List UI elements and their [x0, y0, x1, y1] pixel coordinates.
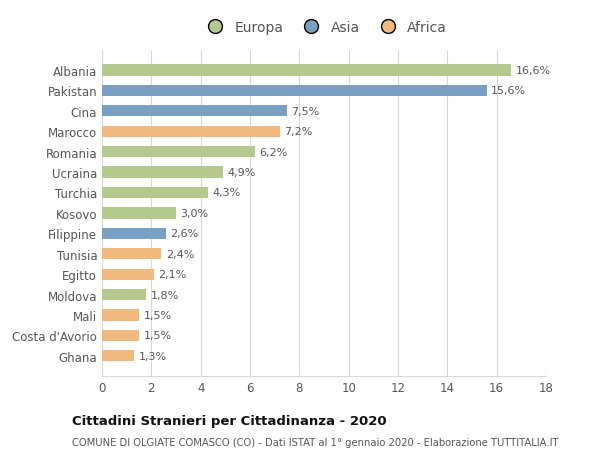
Text: 2,4%: 2,4%: [166, 249, 194, 259]
Bar: [102, 106, 287, 117]
Bar: [102, 208, 176, 219]
Bar: [102, 269, 154, 280]
Text: 16,6%: 16,6%: [516, 66, 551, 76]
Bar: [102, 350, 134, 362]
Text: 15,6%: 15,6%: [491, 86, 526, 96]
Text: 7,2%: 7,2%: [284, 127, 313, 137]
Bar: [102, 330, 139, 341]
Text: 7,5%: 7,5%: [292, 106, 320, 117]
Text: 3,0%: 3,0%: [181, 208, 209, 218]
Text: 1,8%: 1,8%: [151, 290, 179, 300]
Bar: [102, 289, 146, 301]
Text: 1,5%: 1,5%: [143, 310, 172, 320]
Text: 1,3%: 1,3%: [139, 351, 167, 361]
Bar: [102, 167, 223, 178]
Text: 6,2%: 6,2%: [259, 147, 287, 157]
Legend: Europa, Asia, Africa: Europa, Asia, Africa: [196, 15, 452, 40]
Text: COMUNE DI OLGIATE COMASCO (CO) - Dati ISTAT al 1° gennaio 2020 - Elaborazione TU: COMUNE DI OLGIATE COMASCO (CO) - Dati IS…: [72, 437, 559, 447]
Bar: [102, 310, 139, 321]
Bar: [102, 187, 208, 199]
Text: 4,9%: 4,9%: [227, 168, 256, 178]
Bar: [102, 249, 161, 260]
Text: 4,3%: 4,3%: [212, 188, 241, 198]
Bar: [102, 147, 255, 158]
Bar: [102, 65, 511, 77]
Bar: [102, 126, 280, 138]
Text: Cittadini Stranieri per Cittadinanza - 2020: Cittadini Stranieri per Cittadinanza - 2…: [72, 414, 386, 428]
Bar: [102, 228, 166, 240]
Text: 2,6%: 2,6%: [170, 229, 199, 239]
Bar: [102, 86, 487, 97]
Text: 1,5%: 1,5%: [143, 330, 172, 341]
Text: 2,1%: 2,1%: [158, 269, 187, 280]
